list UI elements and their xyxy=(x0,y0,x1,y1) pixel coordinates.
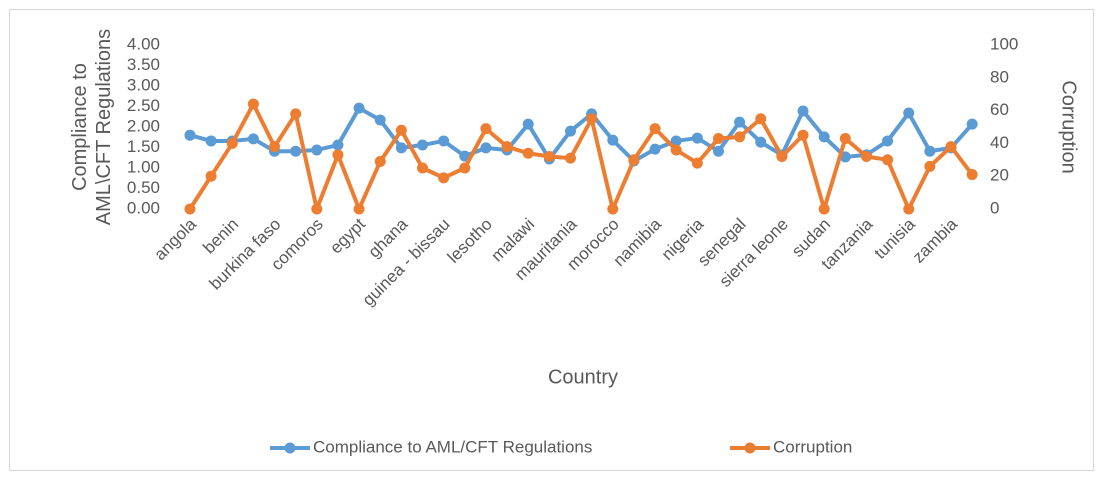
chart-border xyxy=(9,9,1094,471)
data-point xyxy=(438,172,450,184)
y2-tick-label: 100 xyxy=(990,34,1018,53)
data-point xyxy=(797,105,809,117)
data-point xyxy=(966,118,978,130)
data-point xyxy=(184,203,196,215)
y-tick-label: 1.00 xyxy=(127,157,160,176)
data-point xyxy=(691,157,703,169)
data-point xyxy=(226,137,238,149)
data-point xyxy=(945,141,957,153)
data-point xyxy=(734,131,746,143)
data-point xyxy=(290,108,302,120)
data-point xyxy=(501,141,513,153)
data-point xyxy=(353,203,365,215)
data-point xyxy=(247,98,259,110)
data-point xyxy=(269,141,281,153)
data-point xyxy=(290,145,302,157)
data-point xyxy=(205,170,217,182)
y-tick-label: 1.50 xyxy=(127,137,160,156)
data-point xyxy=(882,154,894,166)
data-point xyxy=(332,149,344,161)
x-axis-title: Country xyxy=(548,366,618,388)
data-point xyxy=(586,113,598,125)
data-point xyxy=(353,102,365,114)
data-point xyxy=(734,116,746,128)
data-point xyxy=(480,142,492,154)
data-point xyxy=(564,125,576,137)
y-tick-label: 2.00 xyxy=(127,116,160,135)
data-point xyxy=(755,113,767,125)
y2-tick-label: 80 xyxy=(990,67,1009,86)
data-point xyxy=(522,147,534,159)
y2-tick-label: 40 xyxy=(990,133,1009,152)
data-point xyxy=(311,144,323,156)
data-point xyxy=(903,203,915,215)
y-tick-label: 0.00 xyxy=(127,198,160,217)
legend-label: Compliance to AML/CFT Regulations xyxy=(313,437,592,456)
data-point xyxy=(691,132,703,144)
data-point xyxy=(311,203,323,215)
y-tick-label: 2.50 xyxy=(127,96,160,115)
legend-marker xyxy=(744,442,756,454)
data-point xyxy=(712,132,724,144)
data-point xyxy=(247,133,259,145)
data-point xyxy=(522,118,534,130)
data-point xyxy=(924,160,936,172)
data-point xyxy=(882,135,894,147)
data-point xyxy=(628,154,640,166)
data-point xyxy=(966,169,978,181)
data-point xyxy=(712,145,724,157)
y-axis-title: Compliance to AML\CFT Regulations xyxy=(69,28,115,226)
data-point xyxy=(184,129,196,141)
data-point xyxy=(670,144,682,156)
data-point xyxy=(924,145,936,157)
data-point xyxy=(607,134,619,146)
data-point xyxy=(332,139,344,151)
y-tick-label: 3.00 xyxy=(127,75,160,94)
data-point xyxy=(607,203,619,215)
data-point xyxy=(670,135,682,147)
y2-tick-label: 20 xyxy=(990,166,1009,185)
y2-axis-title: Corruption xyxy=(1058,80,1080,173)
data-point xyxy=(839,132,851,144)
data-point xyxy=(818,131,830,143)
data-point xyxy=(818,203,830,215)
legend-marker xyxy=(284,442,296,454)
legend-label: Corruption xyxy=(773,437,852,456)
data-point xyxy=(755,136,767,148)
data-point xyxy=(797,129,809,141)
data-point xyxy=(860,151,872,163)
data-point xyxy=(205,135,217,147)
data-point xyxy=(480,123,492,135)
data-point xyxy=(417,139,429,151)
series-line xyxy=(188,102,974,211)
data-point xyxy=(395,124,407,136)
data-point xyxy=(649,143,661,155)
y2-tick-label: 0 xyxy=(990,198,999,217)
data-point xyxy=(395,142,407,154)
data-point xyxy=(543,151,555,163)
data-point xyxy=(374,155,386,167)
data-point xyxy=(776,151,788,163)
y-tick-label: 4.00 xyxy=(127,34,160,53)
data-point xyxy=(438,135,450,147)
data-point xyxy=(417,162,429,174)
y2-tick-label: 60 xyxy=(990,100,1009,119)
data-point xyxy=(374,114,386,126)
data-point xyxy=(903,107,915,119)
y-tick-label: 3.50 xyxy=(127,55,160,74)
data-point xyxy=(649,123,661,135)
y-tick-label: 0.50 xyxy=(127,178,160,197)
data-point xyxy=(564,152,576,164)
data-point xyxy=(459,162,471,174)
